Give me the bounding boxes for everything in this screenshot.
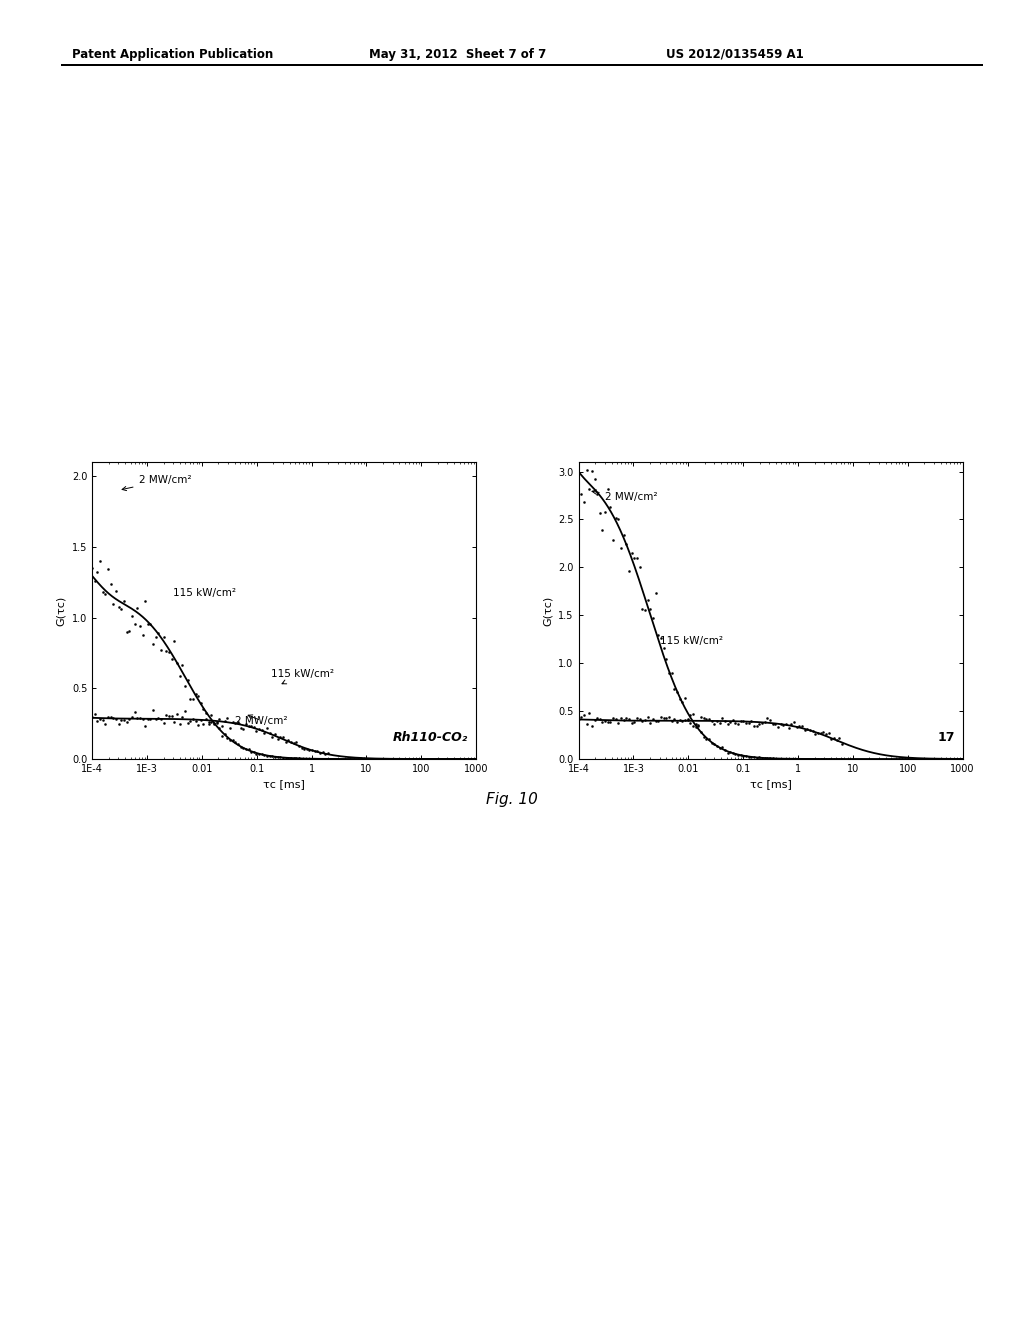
Text: 17: 17: [937, 731, 954, 744]
Text: Rh110-CO₂: Rh110-CO₂: [393, 731, 469, 744]
Text: 2 MW/cm²: 2 MW/cm²: [234, 715, 288, 726]
Y-axis label: G(τc): G(τc): [543, 595, 553, 626]
Text: 115 kW/cm²: 115 kW/cm²: [659, 636, 723, 645]
Text: 115 kW/cm²: 115 kW/cm²: [173, 589, 237, 598]
Text: US 2012/0135459 A1: US 2012/0135459 A1: [666, 48, 804, 61]
Y-axis label: G(τc): G(τc): [56, 595, 67, 626]
Text: Patent Application Publication: Patent Application Publication: [72, 48, 273, 61]
Text: 115 kW/cm²: 115 kW/cm²: [270, 669, 334, 684]
Text: 2 MW/cm²: 2 MW/cm²: [122, 475, 191, 491]
Text: 2 MW/cm²: 2 MW/cm²: [592, 490, 657, 503]
X-axis label: τc [ms]: τc [ms]: [750, 779, 792, 789]
X-axis label: τc [ms]: τc [ms]: [263, 779, 305, 789]
Text: Fig. 10: Fig. 10: [486, 792, 538, 807]
Text: May 31, 2012  Sheet 7 of 7: May 31, 2012 Sheet 7 of 7: [369, 48, 546, 61]
